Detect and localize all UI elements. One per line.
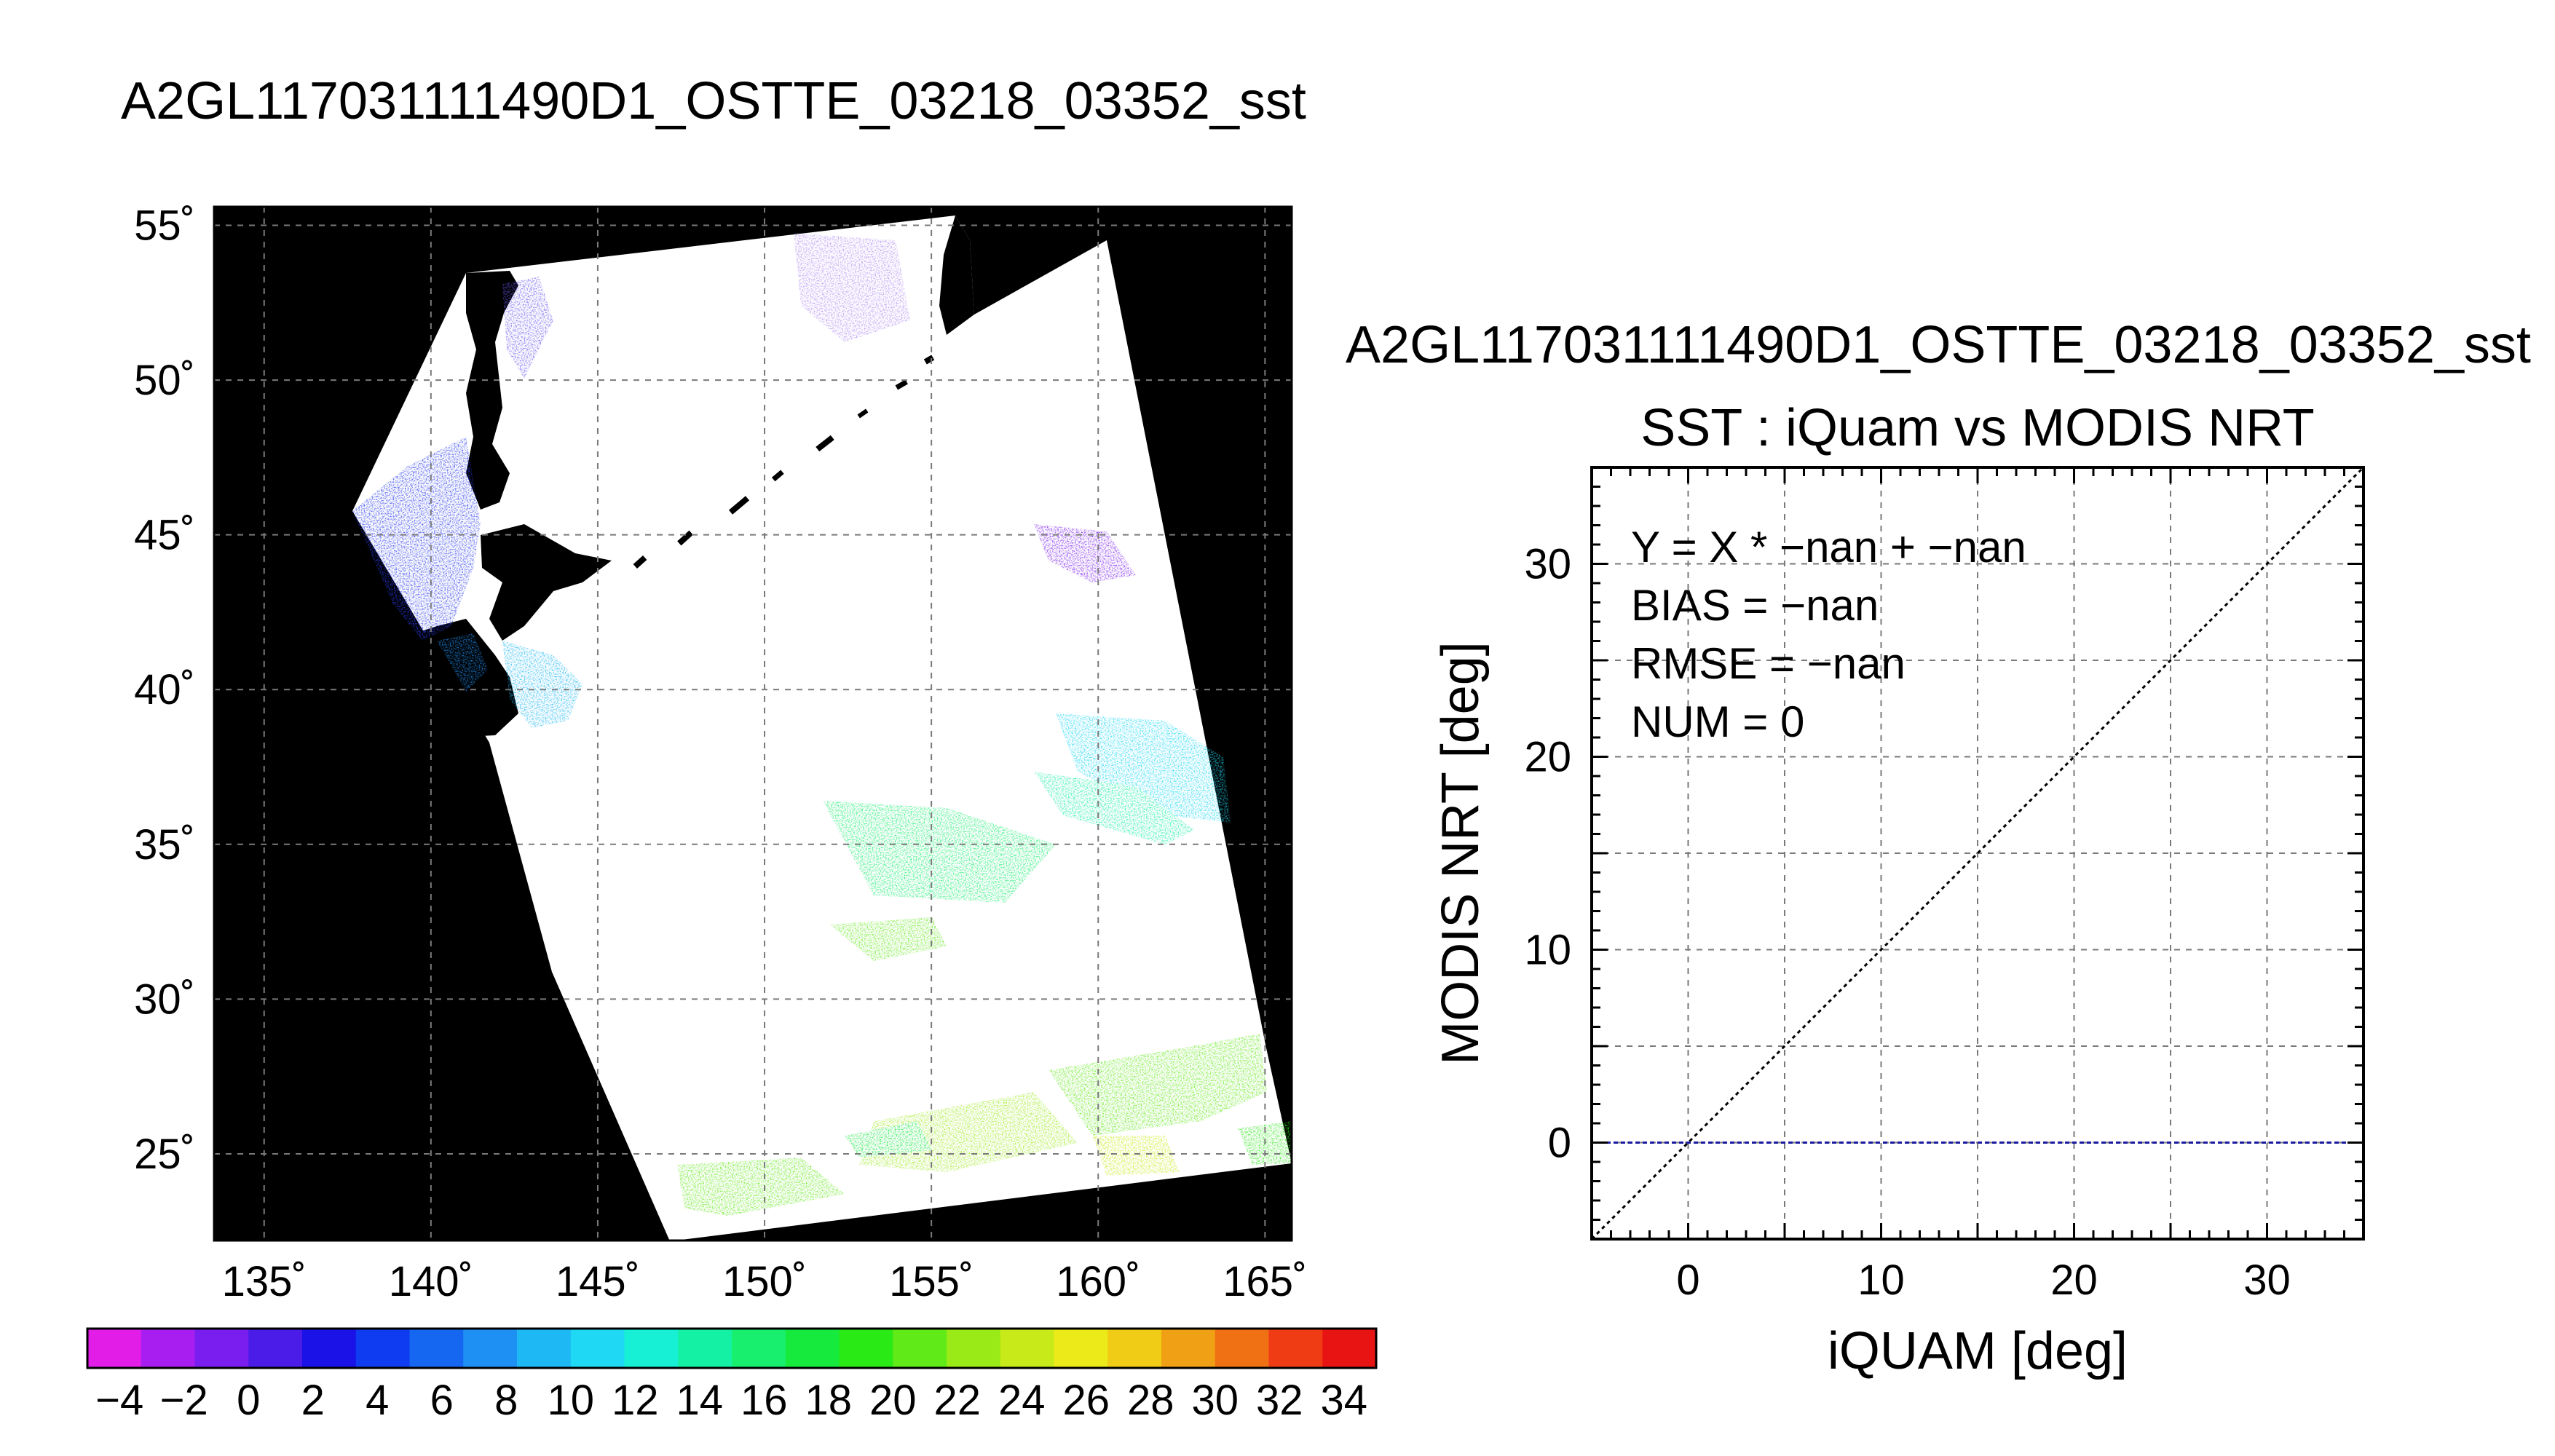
colorbar-tick-label: 26: [1062, 1377, 1110, 1424]
scatter-x-tick-label: 30: [2243, 1257, 2291, 1304]
colorbar-tick-label: 28: [1127, 1377, 1174, 1424]
scatter-grid: [1592, 467, 2364, 1239]
map-x-tick-label: 165˚: [1223, 1258, 1307, 1305]
sample-count: NUM = 0: [1631, 697, 1804, 746]
map-frame: [213, 205, 1293, 1242]
colorbar-tick-label: 24: [998, 1377, 1046, 1424]
map-y-tick-label: 50˚: [134, 357, 195, 404]
colorbar-cell: [570, 1329, 625, 1368]
map-y-tick-label: 35˚: [134, 821, 195, 869]
sakhalin-land: [466, 271, 518, 510]
scatter-y-tick-label: 0: [1548, 1120, 1571, 1167]
colorbar-cell: [302, 1329, 357, 1368]
y-axis-label: MODIS NRT [deg]: [1431, 641, 1490, 1065]
colorbar-tick-label: 0: [237, 1377, 260, 1424]
colorbar-cell: [87, 1329, 142, 1368]
colorbar-cell: [624, 1329, 679, 1368]
colorbar-cell: [409, 1329, 464, 1368]
map-x-tick-label: 140˚: [389, 1258, 473, 1305]
colorbar-cell: [1000, 1329, 1054, 1368]
scatter-header: A2GL117031111490D1_OSTTE_03218_03352_sst: [1346, 316, 2531, 374]
colorbar-tick-label: 16: [741, 1377, 788, 1424]
colorbar-cell: [1268, 1329, 1323, 1368]
colorbar-frame: [86, 1327, 1378, 1369]
scatter-y-tick-label: 10: [1524, 927, 1571, 974]
colorbar-tick-label: 30: [1191, 1377, 1239, 1424]
scatter-minor-ticks: [1590, 466, 2365, 1241]
colorbar-cell: [517, 1329, 572, 1368]
regression-equation: Y = X * −nan + −nan: [1631, 523, 2026, 571]
hokkaido-land: [481, 524, 612, 641]
colorbar-tick-labels: −4 −2 0 2 4 6 8 10 12 14 16 18 20 22 24 26 28 30 32 34: [95, 1377, 1367, 1424]
colorbar-tick-label: 8: [494, 1377, 518, 1424]
colorbar-cell: [947, 1329, 1001, 1368]
map-tick-labels: 135˚ 140˚ 145˚ 150˚ 155˚ 160˚ 165˚ 55˚ 50˚ 45˚ 40˚…: [134, 202, 1307, 1305]
colorbar-cell: [1107, 1329, 1162, 1368]
colorbar-cell: [839, 1329, 893, 1368]
colorbar-cell: [893, 1329, 947, 1368]
colorbar-cells: [87, 1329, 1377, 1368]
map-title: A2GL117031111490D1_OSTTE_03218_03352_sst: [121, 72, 1306, 130]
colorbar-cell: [1215, 1329, 1269, 1368]
colorbar-tick-label: 34: [1320, 1377, 1367, 1424]
map-y-tick-label: 25˚: [134, 1131, 195, 1178]
colorbar-cell: [194, 1329, 249, 1368]
scatter-x-tick-label: 10: [1857, 1257, 1905, 1304]
colorbar-cell: [678, 1329, 732, 1368]
colorbar-cell: [248, 1329, 303, 1368]
scatter-x-tick-label: 0: [1676, 1257, 1699, 1304]
colorbar-cell: [355, 1329, 410, 1368]
scatter-title: SST : iQuam vs MODIS NRT: [1640, 399, 2315, 457]
map-x-tick-label: 145˚: [556, 1258, 640, 1305]
map-x-tick-label: 160˚: [1056, 1258, 1140, 1305]
scatter-y-tick-label: 30: [1524, 541, 1571, 588]
swath-area: [352, 215, 1292, 1241]
colorbar-cell: [785, 1329, 840, 1368]
colorbar-tick-label: 6: [430, 1377, 454, 1424]
scatter-y-tick-label: 20: [1524, 734, 1571, 781]
colorbar-tick-label: −4: [95, 1377, 143, 1424]
colorbar-tick-label: 10: [547, 1377, 594, 1424]
colorbar-tick-label: 32: [1256, 1377, 1303, 1424]
map-x-tick-label: 135˚: [222, 1258, 307, 1305]
colorbar-cell: [1322, 1329, 1377, 1368]
colorbar-cell: [141, 1329, 195, 1368]
map-y-tick-label: 55˚: [134, 202, 195, 250]
map-x-tick-label: 155˚: [889, 1258, 974, 1305]
colorbar-cell: [732, 1329, 786, 1368]
stats-annotations: Y = X * −nan + −nan BIAS = −nan RMSE = −…: [1631, 523, 2026, 746]
colorbar-tick-label: 12: [612, 1377, 659, 1424]
colorbar-cell: [463, 1329, 518, 1368]
honshu-land: [379, 619, 518, 737]
scatter-tick-labels: 0 10 20 30 0 10 20 30: [1524, 541, 2290, 1305]
colorbar-tick-label: 18: [805, 1377, 852, 1424]
kuril-islands: [633, 355, 935, 569]
rmse-value: RMSE = −nan: [1631, 639, 1906, 688]
colorbar-tick-label: 2: [301, 1377, 325, 1424]
colorbar-tick-label: −2: [160, 1377, 208, 1424]
colorbar-cell: [1054, 1329, 1108, 1368]
kamchatka-land: [939, 215, 974, 335]
scatter-x-tick-label: 20: [2050, 1257, 2098, 1304]
x-axis-label: iQUAM [deg]: [1828, 1322, 2128, 1380]
colorbar-tick-label: 4: [366, 1377, 389, 1424]
sst-retrievals: [352, 233, 1292, 1216]
map-plot-area: [214, 207, 1292, 1241]
map-y-tick-label: 40˚: [134, 666, 195, 713]
bias-value: BIAS = −nan: [1631, 581, 1879, 630]
colorbar-tick-label: 20: [869, 1377, 917, 1424]
colorbar-tick-label: 14: [676, 1377, 723, 1424]
colorbar-tick-label: 22: [933, 1377, 981, 1424]
map-y-tick-label: 45˚: [134, 512, 195, 559]
colorbar-cell: [1161, 1329, 1216, 1368]
map-grid: [214, 207, 1292, 1241]
map-y-tick-label: 30˚: [134, 976, 195, 1023]
map-x-tick-label: 150˚: [722, 1258, 807, 1305]
